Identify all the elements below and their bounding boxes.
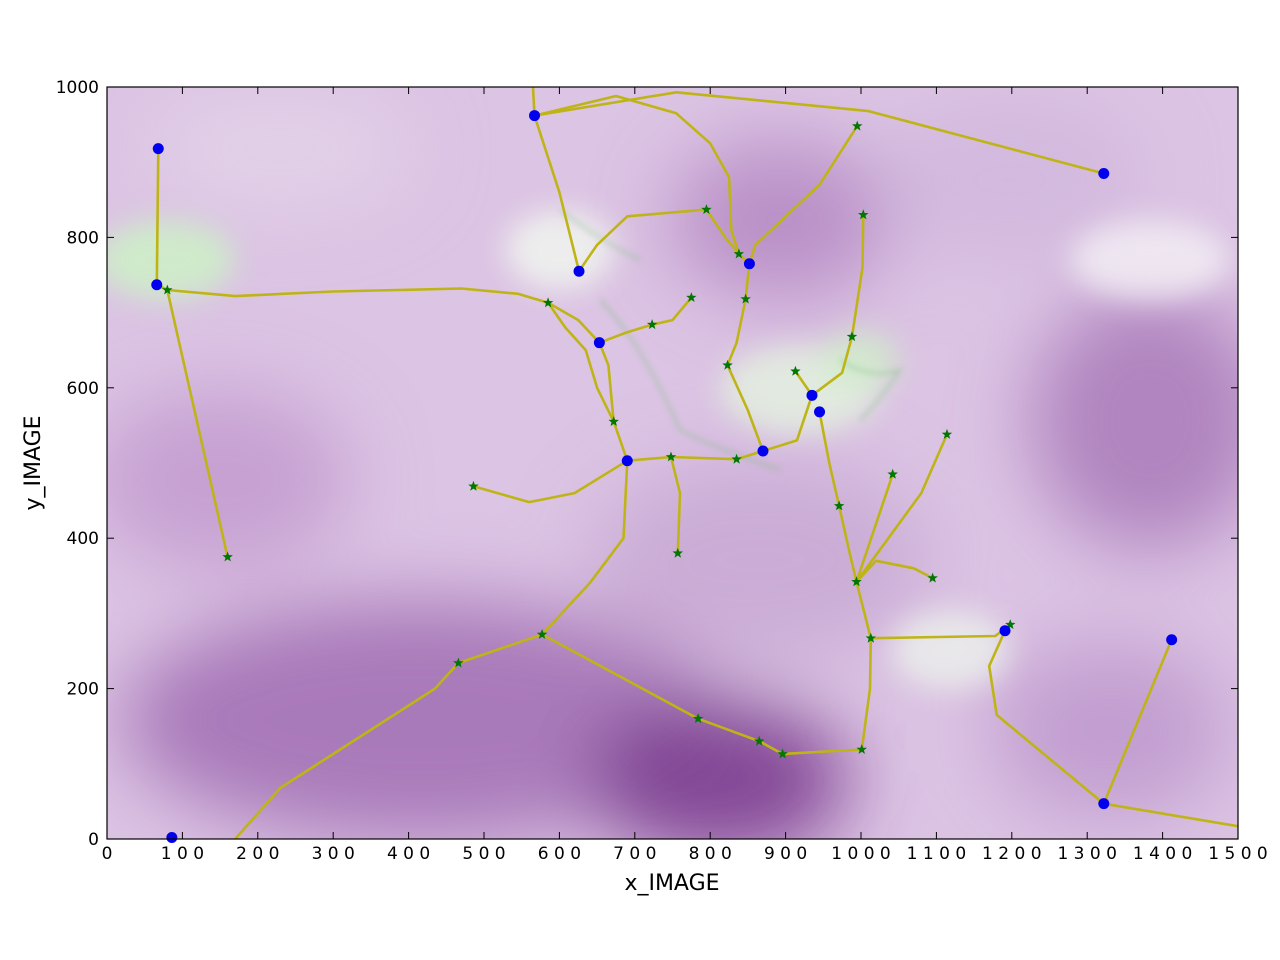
x-tick-label-11: 1 1 0 0	[907, 844, 966, 864]
junction-star-16	[731, 453, 742, 464]
junction-star-12	[858, 209, 869, 220]
junction-star-7	[733, 248, 745, 259]
node-point-7	[743, 258, 755, 270]
axes: 0 1 0 0 2 0 0 3 0 0 4 0 0 5 0 0 6 0 0 7 0 0 8 0 …	[21, 78, 1268, 896]
junction-star-2	[542, 297, 554, 308]
junction-star-4	[646, 319, 658, 330]
x-tick-label-0: 0	[102, 844, 113, 864]
path-5	[533, 94, 751, 265]
junction-star-9	[722, 359, 733, 370]
node-point-11	[1098, 167, 1110, 179]
path-17	[855, 433, 949, 584]
junction-star-27	[692, 713, 704, 724]
x-tick-label-10: 1 0 0 0	[831, 844, 890, 864]
path-12	[669, 455, 682, 555]
junction-star-24	[1005, 619, 1016, 630]
y-tick-label-2: 400	[67, 529, 99, 549]
y-axis-ticks: 0 200 400 600 800 1000	[56, 78, 1238, 850]
junction-star-10	[790, 365, 801, 376]
x-tick-label-14: 1 4 0 0	[1133, 844, 1192, 864]
path-16	[855, 473, 894, 584]
path-9	[748, 124, 859, 265]
x-tick-label-2: 2 0 0	[236, 844, 279, 864]
path-20	[233, 459, 629, 839]
x-tick-label-9: 9 0 0	[764, 844, 807, 864]
node-point-4	[573, 265, 585, 277]
y-tick-label-5: 1000	[56, 78, 99, 98]
path-2	[598, 341, 629, 462]
y-tick-label-1: 200	[67, 680, 99, 700]
junction-star-6	[701, 204, 712, 214]
path-6	[533, 91, 1106, 175]
junction-star-17	[672, 547, 683, 558]
x-tick-label-6: 6 0 0	[538, 844, 581, 864]
junction-star-3	[608, 416, 619, 427]
node-point-5	[593, 337, 605, 349]
junction-star-14	[468, 480, 479, 491]
junction-star-29	[777, 748, 788, 759]
y-tick-label-0: 0	[88, 830, 99, 850]
node-point-8	[757, 445, 769, 457]
heatmap-background	[107, 87, 1238, 839]
node-point-1	[151, 279, 163, 291]
plot-frame	[106, 86, 1239, 840]
junction-star-28	[754, 735, 765, 746]
node-point-14	[1098, 798, 1110, 810]
junction-star-23	[865, 632, 876, 643]
junction-star-8	[740, 293, 751, 304]
junction-star-5	[686, 292, 697, 302]
node-point-12	[999, 625, 1011, 637]
x-axis-ticks: 0 1 0 0 2 0 0 3 0 0 4 0 0 5 0 0 6 0 0 7 0 0 8 0 …	[102, 87, 1268, 864]
junction-star-1	[222, 551, 233, 562]
node-layer	[151, 110, 1178, 843]
node-point-6	[621, 455, 633, 467]
x-tick-label-13: 1 3 0 0	[1057, 844, 1116, 864]
x-tick-label-7: 7 0 0	[613, 844, 656, 864]
junction-star-30	[856, 744, 867, 754]
y-axis-label: y_IMAGE	[21, 415, 46, 510]
junction-star-15	[665, 451, 677, 462]
node-point-9	[806, 389, 818, 401]
path-8	[577, 208, 741, 273]
node-point-0	[152, 143, 164, 155]
node-point-3	[529, 110, 541, 122]
x-tick-label-15: 1 5 0 0	[1208, 844, 1267, 864]
x-tick-label-1: 1 0 0	[161, 844, 204, 864]
y-tick-label-3: 600	[67, 379, 99, 399]
path-1	[155, 283, 601, 344]
junction-star-13	[846, 331, 858, 342]
path-23	[987, 629, 1238, 828]
path-4	[531, 87, 581, 273]
junction-star-20	[941, 428, 953, 439]
node-point-13	[1166, 634, 1178, 646]
junction-star-22	[927, 572, 938, 583]
y-tick-label-4: 800	[67, 228, 99, 248]
path-7	[546, 301, 615, 423]
path-22	[860, 636, 873, 751]
junction-star-26	[453, 657, 464, 668]
junction-star-25	[536, 629, 548, 639]
junction-star-0	[162, 284, 173, 295]
junction-layer	[162, 120, 1016, 759]
junction-star-11	[852, 120, 863, 131]
path-10	[726, 262, 765, 453]
x-tick-label-5: 5 0 0	[462, 844, 505, 864]
x-axis-label: x_IMAGE	[624, 871, 719, 896]
junction-star-19	[887, 468, 898, 479]
path-24	[1102, 638, 1173, 805]
x-tick-label-8: 8 0 0	[689, 844, 732, 864]
junction-star-18	[833, 500, 845, 511]
node-point-10	[814, 406, 826, 418]
x-tick-label-4: 4 0 0	[387, 844, 430, 864]
path-18	[855, 559, 934, 584]
junction-star-21	[851, 576, 862, 587]
x-tick-label-12: 1 2 0 0	[982, 844, 1041, 864]
node-point-2	[166, 831, 178, 843]
x-tick-label-3: 3 0 0	[312, 844, 355, 864]
